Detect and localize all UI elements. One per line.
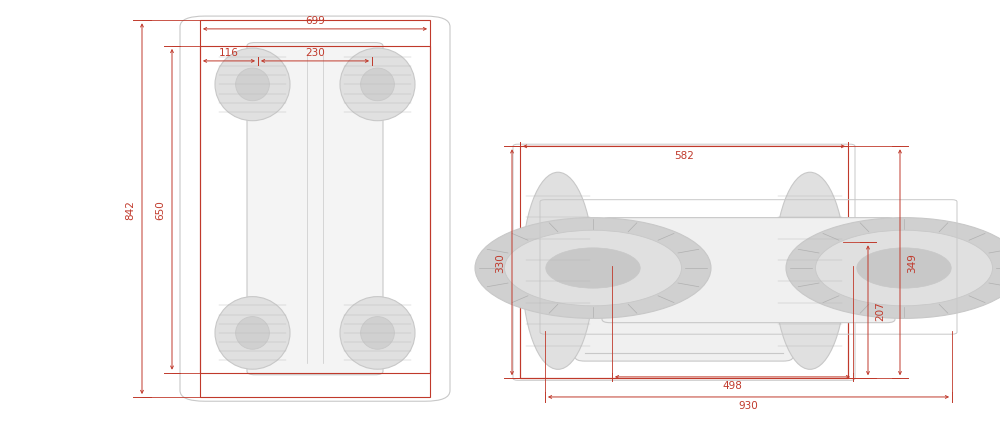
Circle shape xyxy=(857,248,951,288)
Text: 349: 349 xyxy=(907,253,917,273)
Text: 582: 582 xyxy=(674,150,694,160)
Bar xyxy=(520,147,848,378)
FancyBboxPatch shape xyxy=(575,239,793,361)
Ellipse shape xyxy=(361,317,394,349)
Circle shape xyxy=(475,218,711,319)
Text: 842: 842 xyxy=(125,199,135,219)
Ellipse shape xyxy=(215,297,290,369)
Bar xyxy=(200,21,430,397)
Ellipse shape xyxy=(340,49,415,121)
Text: 498: 498 xyxy=(723,380,742,390)
Circle shape xyxy=(786,218,1000,319)
Circle shape xyxy=(546,248,640,288)
Bar xyxy=(200,47,430,373)
Text: 650: 650 xyxy=(155,200,165,220)
Ellipse shape xyxy=(361,69,394,101)
Text: 699: 699 xyxy=(305,16,325,26)
Ellipse shape xyxy=(774,173,846,369)
Text: 930: 930 xyxy=(739,400,758,410)
Ellipse shape xyxy=(236,317,269,349)
Text: 116: 116 xyxy=(219,49,239,58)
Text: 207: 207 xyxy=(875,301,885,320)
Ellipse shape xyxy=(340,297,415,369)
Ellipse shape xyxy=(236,69,269,101)
Ellipse shape xyxy=(215,49,290,121)
FancyBboxPatch shape xyxy=(247,43,383,375)
FancyBboxPatch shape xyxy=(602,218,895,323)
Bar xyxy=(520,243,848,378)
Circle shape xyxy=(815,230,992,306)
Ellipse shape xyxy=(522,173,594,369)
Text: 230: 230 xyxy=(305,49,325,58)
Text: 330: 330 xyxy=(495,253,505,273)
Circle shape xyxy=(505,230,682,306)
